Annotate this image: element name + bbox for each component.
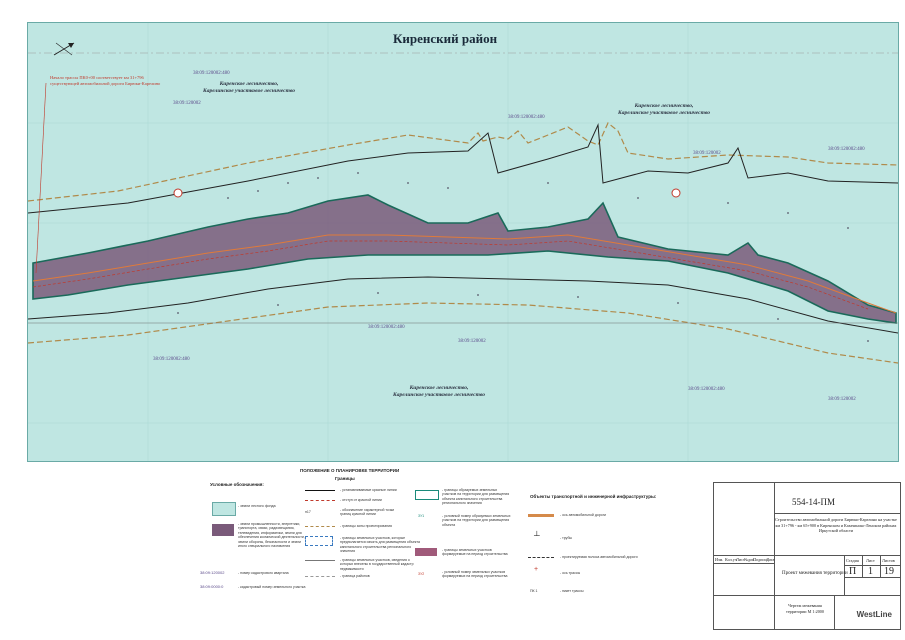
- picket-marker[interactable]: [671, 188, 681, 198]
- legend-title: Условные обозначения:: [210, 482, 264, 487]
- pipe-icon: ┴: [534, 531, 540, 540]
- col-doc: №док.: [744, 557, 756, 562]
- legend-line-offset: [305, 500, 335, 501]
- legend-line-gkn: [305, 560, 335, 561]
- forest-boundary-upper: [28, 122, 898, 202]
- col-kol: Кол.уч: [725, 557, 737, 562]
- sheet-value: 1: [868, 566, 873, 577]
- legend-text-forest: - земли лесного фонда: [238, 504, 276, 508]
- legend-marker-zu2: ЗУ2: [418, 572, 425, 576]
- forest-boundary-lower: [28, 302, 898, 364]
- zone-boundary-lower: [28, 276, 898, 334]
- forest-symbols: [177, 172, 869, 342]
- legend-line-road-axis: [528, 514, 554, 517]
- cadastral-label: 38:09:120002:480: [368, 325, 405, 330]
- map-view[interactable]: Киренский район Киренское лесничество, Ка…: [27, 22, 899, 462]
- cadastral-label: 38:09:120002:480: [828, 147, 865, 152]
- red-line: [32, 240, 869, 310]
- legend-text-axis: - ось трассы: [560, 571, 581, 575]
- legend-cad-parcel-code: 38:09:0000:0: [200, 584, 224, 589]
- legend-box-seizure: [305, 536, 333, 546]
- forest-label-1: Киренское лесничество, Карелинское участк…: [203, 81, 295, 94]
- legend-text-zu-number: - условный номер образуемых земельных уч…: [442, 514, 511, 527]
- legend-text-lane: - проектируемая полоса автомобильной дор…: [560, 555, 638, 559]
- road-corridor: [32, 194, 897, 324]
- start-note-leader: [35, 82, 47, 274]
- start-note: Начало трассы ПК0+00 соответствует км 31…: [50, 75, 161, 86]
- legend-section-title: ПОЛОЖЕНИЕ О ПЛАНИРОВКЕ ТЕРРИТОРИИ: [300, 468, 400, 473]
- cadastral-label: 38:09:120002: [173, 101, 201, 106]
- legend-text-gkn: - границы земельных участков, сведения о…: [340, 558, 414, 571]
- col-izm: Изм.: [715, 557, 724, 562]
- sheet-label: Лист: [866, 558, 875, 563]
- forest-label-2: Киренское лесничество, Карелинское участк…: [618, 103, 710, 116]
- legend-marker-zu1: ЗУ1: [418, 514, 425, 518]
- cadastral-label: 38:09:120002: [693, 151, 721, 156]
- legend-text-formed: - границы образуемых земельных участков …: [442, 488, 510, 506]
- cadastral-label: 38:09:120002:480: [153, 357, 190, 362]
- legend-cad-parcel-text: - кадастровый номер земельного участка: [238, 585, 306, 589]
- legend-line-lane: [528, 557, 554, 558]
- legend-text-pipe: - трубы: [560, 536, 572, 540]
- legend-infra-title: Объекты транспортной и инженерной инфрас…: [530, 494, 657, 499]
- legend-text-point: - обозначение характерной точки границ к…: [340, 508, 395, 517]
- stage-label: Стадия: [846, 558, 859, 563]
- legend-cad-quarter-code: 38:09:120002: [200, 570, 225, 575]
- north-arrow-icon: [53, 42, 75, 56]
- col-list: Лист: [736, 557, 745, 562]
- drawing-name: Проект межевания территории: [782, 571, 848, 576]
- cadastral-label: 38:09:120002:480: [193, 71, 230, 76]
- district-title: Киренский район: [393, 31, 498, 46]
- stage-value: П: [849, 566, 857, 577]
- forest-label-3: Киренское лесничество, Карелинское участк…: [393, 385, 485, 398]
- map-graphics: [28, 23, 898, 461]
- legend-text-picket: - пикет трассы: [560, 589, 584, 593]
- legend-swatch-fill: [212, 524, 234, 536]
- cadastral-label: 38:09:120002: [458, 339, 486, 344]
- sheets-value: 19: [884, 566, 894, 577]
- axis-cross-icon: +: [534, 566, 539, 573]
- legend-text-road-axis: - ось автомобильной дороги: [560, 513, 606, 517]
- legend-text-offset: - отступ от красной линии: [340, 498, 382, 502]
- picket-marker[interactable]: [173, 188, 183, 198]
- cadastral-label: 38:09:120002:480: [508, 115, 545, 120]
- legend-line-district: [305, 576, 335, 577]
- legend-mid-marker: п17: [305, 510, 311, 514]
- legend-text-temp-number: - условный номер земельных участков форм…: [442, 570, 508, 579]
- project-code: 554-14-ПМ: [792, 497, 835, 507]
- legend-area: Условные обозначения: - земли лесного фо…: [0, 464, 905, 640]
- legend-swatch-forest: [212, 502, 236, 516]
- company-logo: WestLine: [856, 610, 892, 619]
- legend-text-temp: - границы земельных участков формируемые…: [442, 548, 508, 557]
- legend-text-seizure: - границы земельных участков, которые пр…: [340, 536, 420, 554]
- legend-text-district: - граница районов: [340, 574, 370, 578]
- legend-line-zone: [305, 526, 335, 527]
- legend-text-zone: - границы зоны проектирования: [340, 524, 392, 528]
- zone-boundary-upper: [28, 123, 898, 214]
- col-sign: Подпись: [753, 557, 769, 562]
- col-date: Дата: [766, 557, 775, 562]
- legend-swatch-temp: [415, 548, 437, 556]
- project-description: Строительство автомобильной дороги Бирюк…: [775, 517, 897, 534]
- cadastral-label: 38:09:120002: [828, 397, 856, 402]
- legend-swatch-formed: [415, 490, 439, 500]
- legend-boundaries-title: Границы: [335, 476, 355, 481]
- cadastral-label: 38:09:120002:480: [688, 387, 725, 392]
- road-centerline: [32, 234, 897, 314]
- title-block: 554-14-ПМ Строительство автомобильной до…: [713, 482, 901, 630]
- drawing-subtitle: Чертеж межевания территории М 1:2000: [785, 603, 824, 614]
- legend-cad-quarter-text: - номер кадастрового квартала: [238, 571, 289, 575]
- legend-text-red-line: - устанавливаемые красные линии: [340, 488, 397, 492]
- legend-line-red-line: [305, 490, 335, 492]
- legend-text-fill: - земли промышленности, энергетики, тран…: [238, 522, 305, 549]
- legend-picket-label: ПК 1: [530, 589, 538, 593]
- sheets-label: Листов: [882, 558, 895, 563]
